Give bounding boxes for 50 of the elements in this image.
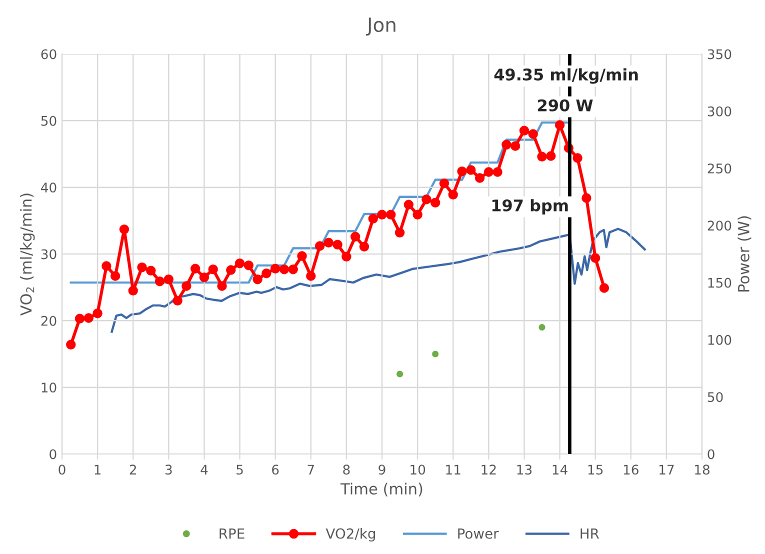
legend-label: Power bbox=[458, 528, 499, 539]
line-series bbox=[110, 228, 646, 333]
x-tick-label: 8 bbox=[343, 464, 350, 475]
chart-title: Jon bbox=[366, 18, 396, 36]
y-tick-label: 50 bbox=[41, 116, 56, 126]
y2-tick-label: 150 bbox=[708, 278, 732, 288]
y2-axis-title: Power (W) bbox=[738, 216, 752, 292]
x-tick-label: 17 bbox=[660, 464, 674, 474]
legend-label: RPE bbox=[220, 528, 244, 539]
x-tick-label: 16 bbox=[624, 464, 638, 475]
x-tick-label: 9 bbox=[378, 464, 386, 475]
legend-label: VO2/kg bbox=[326, 528, 375, 542]
y-tick-label: 40 bbox=[40, 182, 56, 193]
point bbox=[538, 324, 546, 331]
legend-label: HR bbox=[580, 528, 600, 539]
y2-tick-label: 250 bbox=[708, 164, 732, 174]
annotation: 49.35 ml/kg/min bbox=[494, 68, 638, 84]
x-tick-label: 18 bbox=[695, 464, 710, 475]
x-tick-label: 7 bbox=[308, 464, 314, 474]
y2-tick-label: 300 bbox=[708, 106, 732, 116]
x-tick-label: 10 bbox=[410, 464, 426, 475]
x-tick-label: 13 bbox=[517, 464, 532, 475]
annotation: 290 W bbox=[538, 99, 593, 112]
x-tick-label: 5 bbox=[236, 464, 243, 475]
x-axis-title: Time (min) bbox=[340, 482, 422, 496]
y2-tick-label: 0 bbox=[708, 449, 714, 460]
x-tick-label: 4 bbox=[200, 464, 208, 474]
y2-tick-label: 200 bbox=[708, 220, 732, 231]
x-tick-label: 2 bbox=[130, 464, 136, 474]
y-tick-label: 10 bbox=[42, 382, 56, 393]
y-tick-label: 20 bbox=[41, 316, 56, 326]
x-tick-label: 11 bbox=[446, 464, 460, 474]
x-tick-label: 0 bbox=[58, 464, 66, 475]
y2-tick-label: 350 bbox=[708, 49, 732, 60]
y-axis-title: VO$_{2}$ (ml/kg/min) bbox=[20, 194, 35, 316]
x-tick-label: 1 bbox=[94, 464, 101, 474]
y2-tick-label: 100 bbox=[708, 334, 732, 345]
x-tick-label: 14 bbox=[552, 464, 568, 474]
point bbox=[396, 370, 404, 378]
x-tick-label: 12 bbox=[482, 464, 496, 474]
y-tick-label: 60 bbox=[41, 49, 56, 60]
x-tick-label: 15 bbox=[588, 464, 603, 475]
annotation: 197 bpm bbox=[492, 199, 568, 215]
x-tick-label: 3 bbox=[165, 464, 172, 475]
y-tick-label: 30 bbox=[41, 249, 56, 260]
x-tick-label: 6 bbox=[272, 464, 279, 475]
point bbox=[432, 350, 439, 358]
y2-tick-label: 50 bbox=[708, 392, 723, 402]
line-series bbox=[70, 121, 570, 284]
y-tick-label: 0 bbox=[50, 449, 56, 460]
